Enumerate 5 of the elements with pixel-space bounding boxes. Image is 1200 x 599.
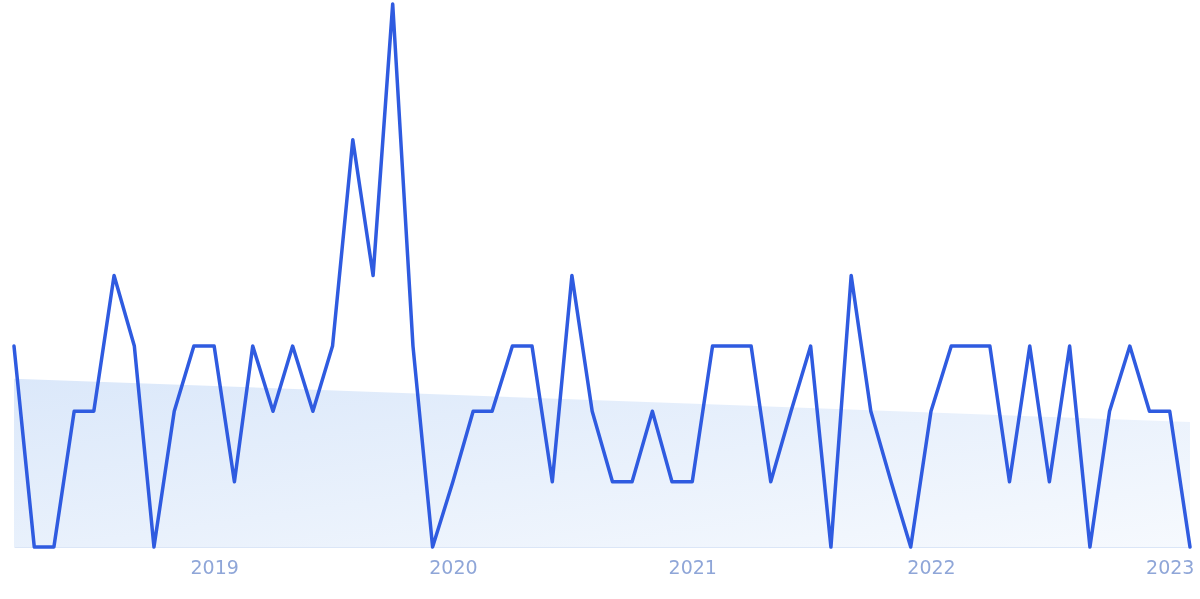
x-tick-label: 2019: [190, 556, 239, 579]
x-tick-label: 2022: [907, 556, 956, 579]
x-tick-label: 2020: [429, 556, 478, 579]
x-tick-label: 2023: [1146, 556, 1195, 579]
x-tick-label: 2021: [668, 556, 717, 579]
